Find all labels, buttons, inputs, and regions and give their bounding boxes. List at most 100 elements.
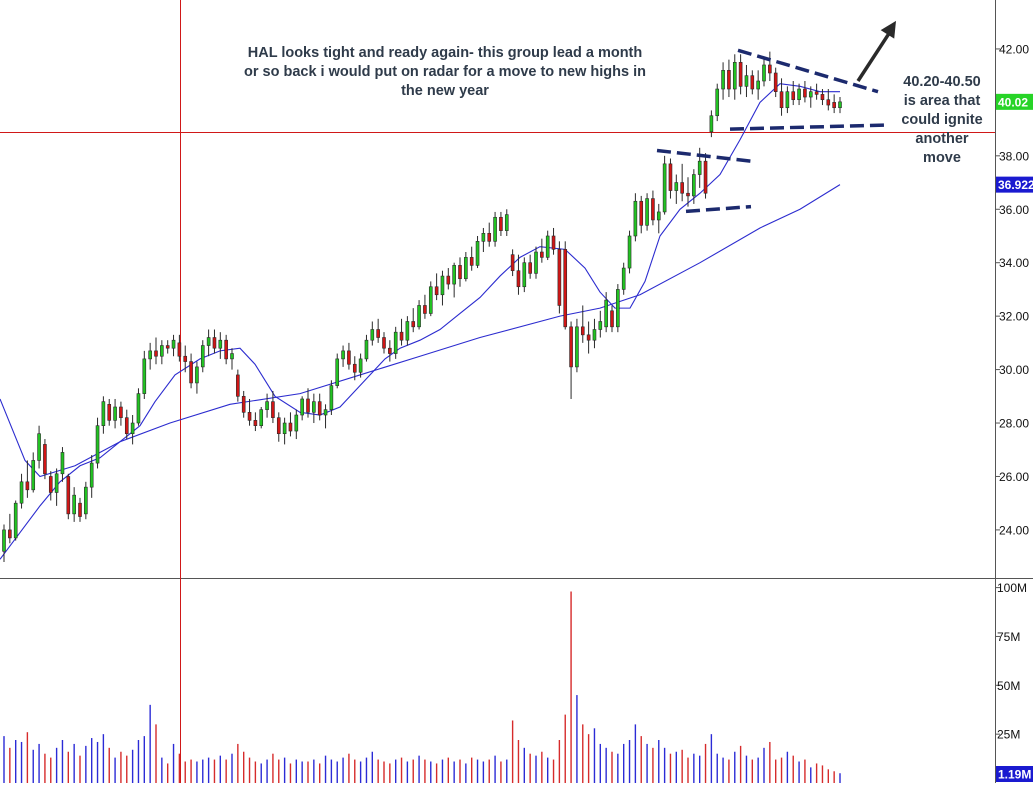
price-tick-label: 24.00 [999,523,1029,537]
candle-body [218,339,223,349]
candle-body [119,406,123,418]
ma10-line [0,83,840,560]
candle-body [60,452,65,475]
candle-body [732,62,737,90]
breakout-arrow-head [880,20,896,39]
side-annotation-line: is area that [903,93,981,109]
candle-body [276,417,281,435]
candle-body [300,398,304,416]
candle-body [680,182,684,194]
candle-body [358,358,363,373]
volume-tick-label: 25M [997,728,1020,742]
candle-body [335,358,340,386]
candle-body [165,345,170,349]
candle-body [651,198,655,221]
breakout-arrow-shaft [856,27,894,82]
candle-body [621,267,626,290]
candle-body [645,198,649,226]
candle-body [399,331,404,341]
main-annotation-line: HAL looks tight and ready again- this gr… [247,45,643,61]
price-tick-label: 32.00 [999,310,1029,324]
candle-body [19,481,24,504]
candle-body [370,329,375,341]
candle-body [212,337,217,349]
ma50-line [0,184,841,478]
candle-body [475,241,480,266]
candle-body [393,331,398,354]
volume-badge-box [996,766,1033,782]
side-annotation-line: move [923,150,961,166]
candle-body [499,216,503,231]
main-annotation-line: the new year [401,83,489,99]
candle-body [557,249,562,306]
candle-body [575,326,579,368]
trendline [685,204,752,214]
candle-body [282,422,287,435]
candle-body [84,486,88,515]
candle-body [446,275,451,285]
candle-body [89,462,94,488]
candle-body [364,339,369,360]
candle-body [762,64,766,82]
candle-body [738,62,743,87]
candle-body [791,91,796,101]
candle-body [405,321,410,341]
side-annotation: 40.20-40.50 is area that could ignite an… [884,73,1000,168]
candle-body [428,286,433,314]
candle-body [171,339,176,349]
candle-body [195,366,199,384]
candle-body [779,91,784,109]
candle-body [510,254,515,272]
candle-body [352,363,357,373]
candle-body [241,396,246,413]
candle-body [236,374,240,397]
candle-body [744,75,749,87]
candle-body [692,174,696,197]
candle-body [838,101,842,109]
candle-body [265,401,269,410]
candle-body [48,476,53,493]
candle-body [493,216,497,242]
candle-body [323,409,328,416]
main-annotation-line: or so back i would put on radar for a mo… [243,64,646,80]
candle-body [148,350,152,360]
candle-body [183,355,188,362]
side-annotation-line: could ignite [901,112,983,128]
volume-layer [3,591,841,783]
candle-body [253,420,258,426]
candle-body [43,444,47,475]
candle-body [113,406,117,421]
candle-body [329,385,334,410]
trendline [729,123,887,131]
candle-body [95,425,100,464]
price-tick-label: 26.00 [999,470,1029,484]
candle-body [107,404,112,421]
candle-body [756,80,760,90]
price-tick-label: 38.00 [999,149,1029,163]
candle-body [37,433,41,461]
candle-body [697,160,702,175]
candle-body [797,88,801,101]
candle-body [604,299,608,328]
candle-body [773,72,778,92]
candle-body [803,88,807,98]
candle-body [294,414,299,432]
last-price-badge-box [996,93,1033,110]
candle-body [504,214,509,231]
ma50-badge-box [996,176,1033,193]
candle-body [154,350,158,357]
candle-body [522,262,527,288]
candle-body [142,358,147,394]
candle-body [388,347,392,354]
candle-body [709,115,714,133]
candle-body [820,94,825,101]
candle-body [72,494,76,515]
candle-body [610,310,614,328]
candle-body [440,275,445,296]
candle-body [189,361,193,384]
candle-body [66,476,71,515]
last-price-badge: 40.02 [998,95,1028,109]
